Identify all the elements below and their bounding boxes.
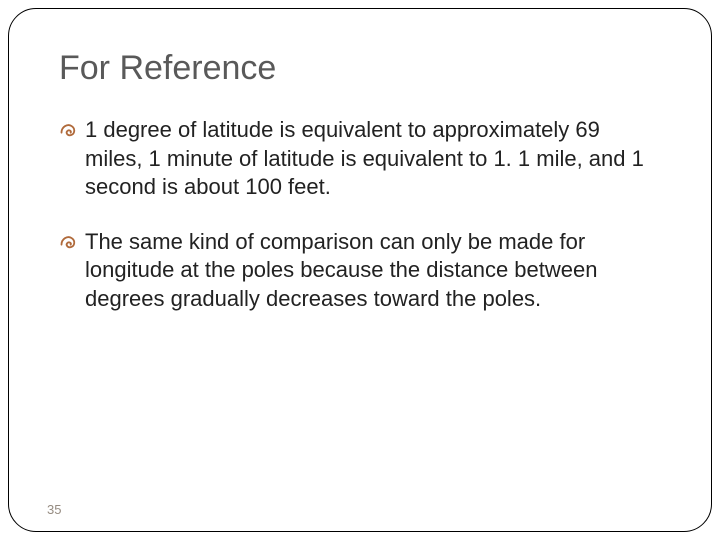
swirl-bullet-icon	[59, 120, 79, 140]
slide-title: For Reference	[59, 49, 661, 88]
slide-frame: For Reference 1 degree of latitude is eq…	[8, 8, 712, 532]
list-item: 1 degree of latitude is equivalent to ap…	[59, 116, 661, 202]
bullet-text: 1 degree of latitude is equivalent to ap…	[85, 117, 644, 199]
list-item: The same kind of comparison can only be …	[59, 228, 661, 314]
page-number: 35	[47, 502, 61, 517]
bullet-list: 1 degree of latitude is equivalent to ap…	[59, 116, 661, 314]
bullet-text: The same kind of comparison can only be …	[85, 229, 598, 311]
swirl-bullet-icon	[59, 232, 79, 252]
